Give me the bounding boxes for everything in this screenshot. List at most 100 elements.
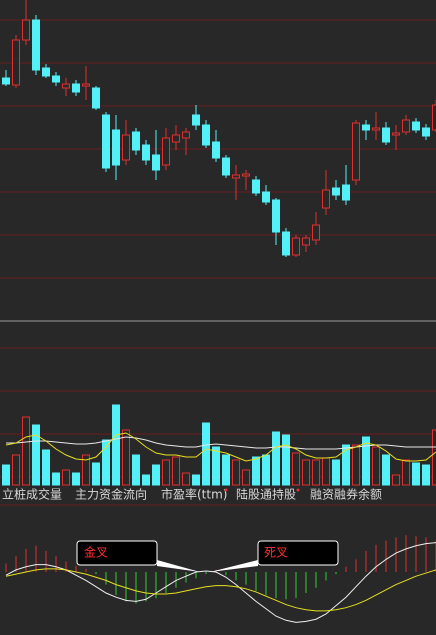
candle-body bbox=[382, 127, 390, 143]
candle-body bbox=[182, 131, 190, 139]
candle-body bbox=[292, 237, 300, 256]
indicator-tab: 融资融券余额 bbox=[310, 487, 382, 502]
volume-bar bbox=[72, 472, 80, 486]
indicator-tab: 立桩成交量 bbox=[2, 487, 62, 502]
candle-body bbox=[72, 83, 80, 93]
volume-bar bbox=[152, 464, 160, 486]
golden-cross-label: 金叉 bbox=[76, 540, 200, 572]
candle-body bbox=[52, 75, 60, 83]
candle-body bbox=[362, 124, 370, 131]
indicator-tab: 主力资金流向 bbox=[75, 487, 147, 502]
tab-dot bbox=[296, 488, 300, 492]
volume-bar bbox=[22, 416, 30, 486]
candle-body bbox=[262, 191, 270, 203]
volume-bar bbox=[172, 456, 180, 486]
volume-bar bbox=[82, 454, 90, 486]
label-box bbox=[257, 540, 339, 566]
volume-bar bbox=[102, 439, 110, 486]
pointer bbox=[157, 560, 200, 572]
candle-body bbox=[202, 124, 210, 146]
volume-bar bbox=[392, 474, 400, 486]
candle-body bbox=[242, 173, 250, 177]
candle-body bbox=[392, 132, 400, 136]
volume-bar bbox=[312, 459, 320, 486]
volume-bar bbox=[122, 429, 130, 486]
marks bbox=[2, 0, 436, 623]
volume-bar bbox=[142, 474, 150, 486]
candle-body bbox=[42, 67, 50, 77]
candle-body bbox=[2, 77, 10, 85]
candle-body bbox=[282, 231, 290, 256]
candle-body bbox=[252, 179, 260, 194]
volume-bar bbox=[192, 474, 200, 486]
candle-body bbox=[432, 104, 436, 131]
volume-bar bbox=[42, 449, 50, 486]
candle-body bbox=[272, 199, 280, 233]
volume-bar bbox=[32, 424, 40, 486]
volume-bar bbox=[162, 459, 170, 486]
candle-body bbox=[312, 224, 320, 241]
volume-bar bbox=[332, 459, 340, 486]
volume-bar bbox=[2, 464, 10, 486]
candle-body bbox=[162, 137, 170, 166]
volume-bar bbox=[62, 469, 70, 486]
candle-body bbox=[152, 154, 160, 171]
candle-body bbox=[82, 83, 90, 87]
volume-bar bbox=[262, 454, 270, 486]
volume-bar bbox=[232, 459, 240, 486]
volume-bar bbox=[402, 459, 410, 486]
tab-dot bbox=[224, 488, 228, 492]
candle-body bbox=[372, 127, 380, 131]
candle-body bbox=[142, 144, 150, 161]
candle-body bbox=[402, 119, 410, 133]
volume-bar bbox=[382, 454, 390, 486]
candle-body bbox=[132, 131, 140, 151]
volume-bar bbox=[412, 462, 420, 486]
candle-body bbox=[102, 114, 110, 169]
pointer bbox=[210, 560, 258, 572]
label-box bbox=[76, 540, 158, 566]
annotation: 死叉 bbox=[264, 546, 288, 560]
volume-bar bbox=[242, 469, 250, 486]
volume-bar bbox=[12, 454, 20, 486]
candle-body bbox=[342, 184, 350, 201]
candle-body bbox=[222, 157, 230, 176]
volume-bar bbox=[132, 454, 140, 486]
indicator-line bbox=[5, 568, 436, 612]
candle-body bbox=[62, 83, 70, 89]
volume-bar bbox=[422, 464, 430, 486]
volume-bar bbox=[292, 452, 300, 486]
candle-body bbox=[122, 134, 130, 161]
candle-body bbox=[12, 39, 20, 86]
candle-body bbox=[422, 127, 430, 137]
volume-bar bbox=[202, 422, 210, 486]
candle-body bbox=[302, 237, 310, 246]
candle-body bbox=[212, 141, 220, 159]
indicator-line bbox=[5, 542, 436, 623]
death-cross-label: 死叉 bbox=[210, 540, 339, 572]
volume-bar bbox=[342, 444, 350, 486]
volume-bar bbox=[212, 446, 220, 486]
candle-body bbox=[192, 114, 200, 126]
volume-bar bbox=[322, 457, 330, 486]
volume-bar bbox=[302, 459, 310, 486]
indicator-tab: 市盈率(ttm) bbox=[161, 487, 227, 502]
indicator-tab: 陆股通持股 bbox=[236, 487, 296, 502]
candle-body bbox=[412, 121, 420, 131]
indicator-line bbox=[5, 432, 436, 462]
tabs: 立桩成交量 主力资金流向 市盈率(ttm) 陆股通持股 融资融券余额 bbox=[2, 487, 382, 502]
annotation: 金叉 bbox=[84, 545, 108, 560]
volume-bar bbox=[252, 456, 260, 486]
candle-body bbox=[232, 174, 240, 179]
candle-body bbox=[172, 134, 180, 143]
volume-bar bbox=[182, 472, 190, 486]
candle-body bbox=[92, 87, 100, 109]
volume-bar bbox=[272, 431, 280, 486]
candle-body bbox=[352, 122, 360, 181]
volume-bar bbox=[92, 462, 100, 486]
candle-body bbox=[112, 129, 120, 166]
volume-bar bbox=[372, 446, 380, 486]
volume-bar bbox=[282, 434, 290, 486]
